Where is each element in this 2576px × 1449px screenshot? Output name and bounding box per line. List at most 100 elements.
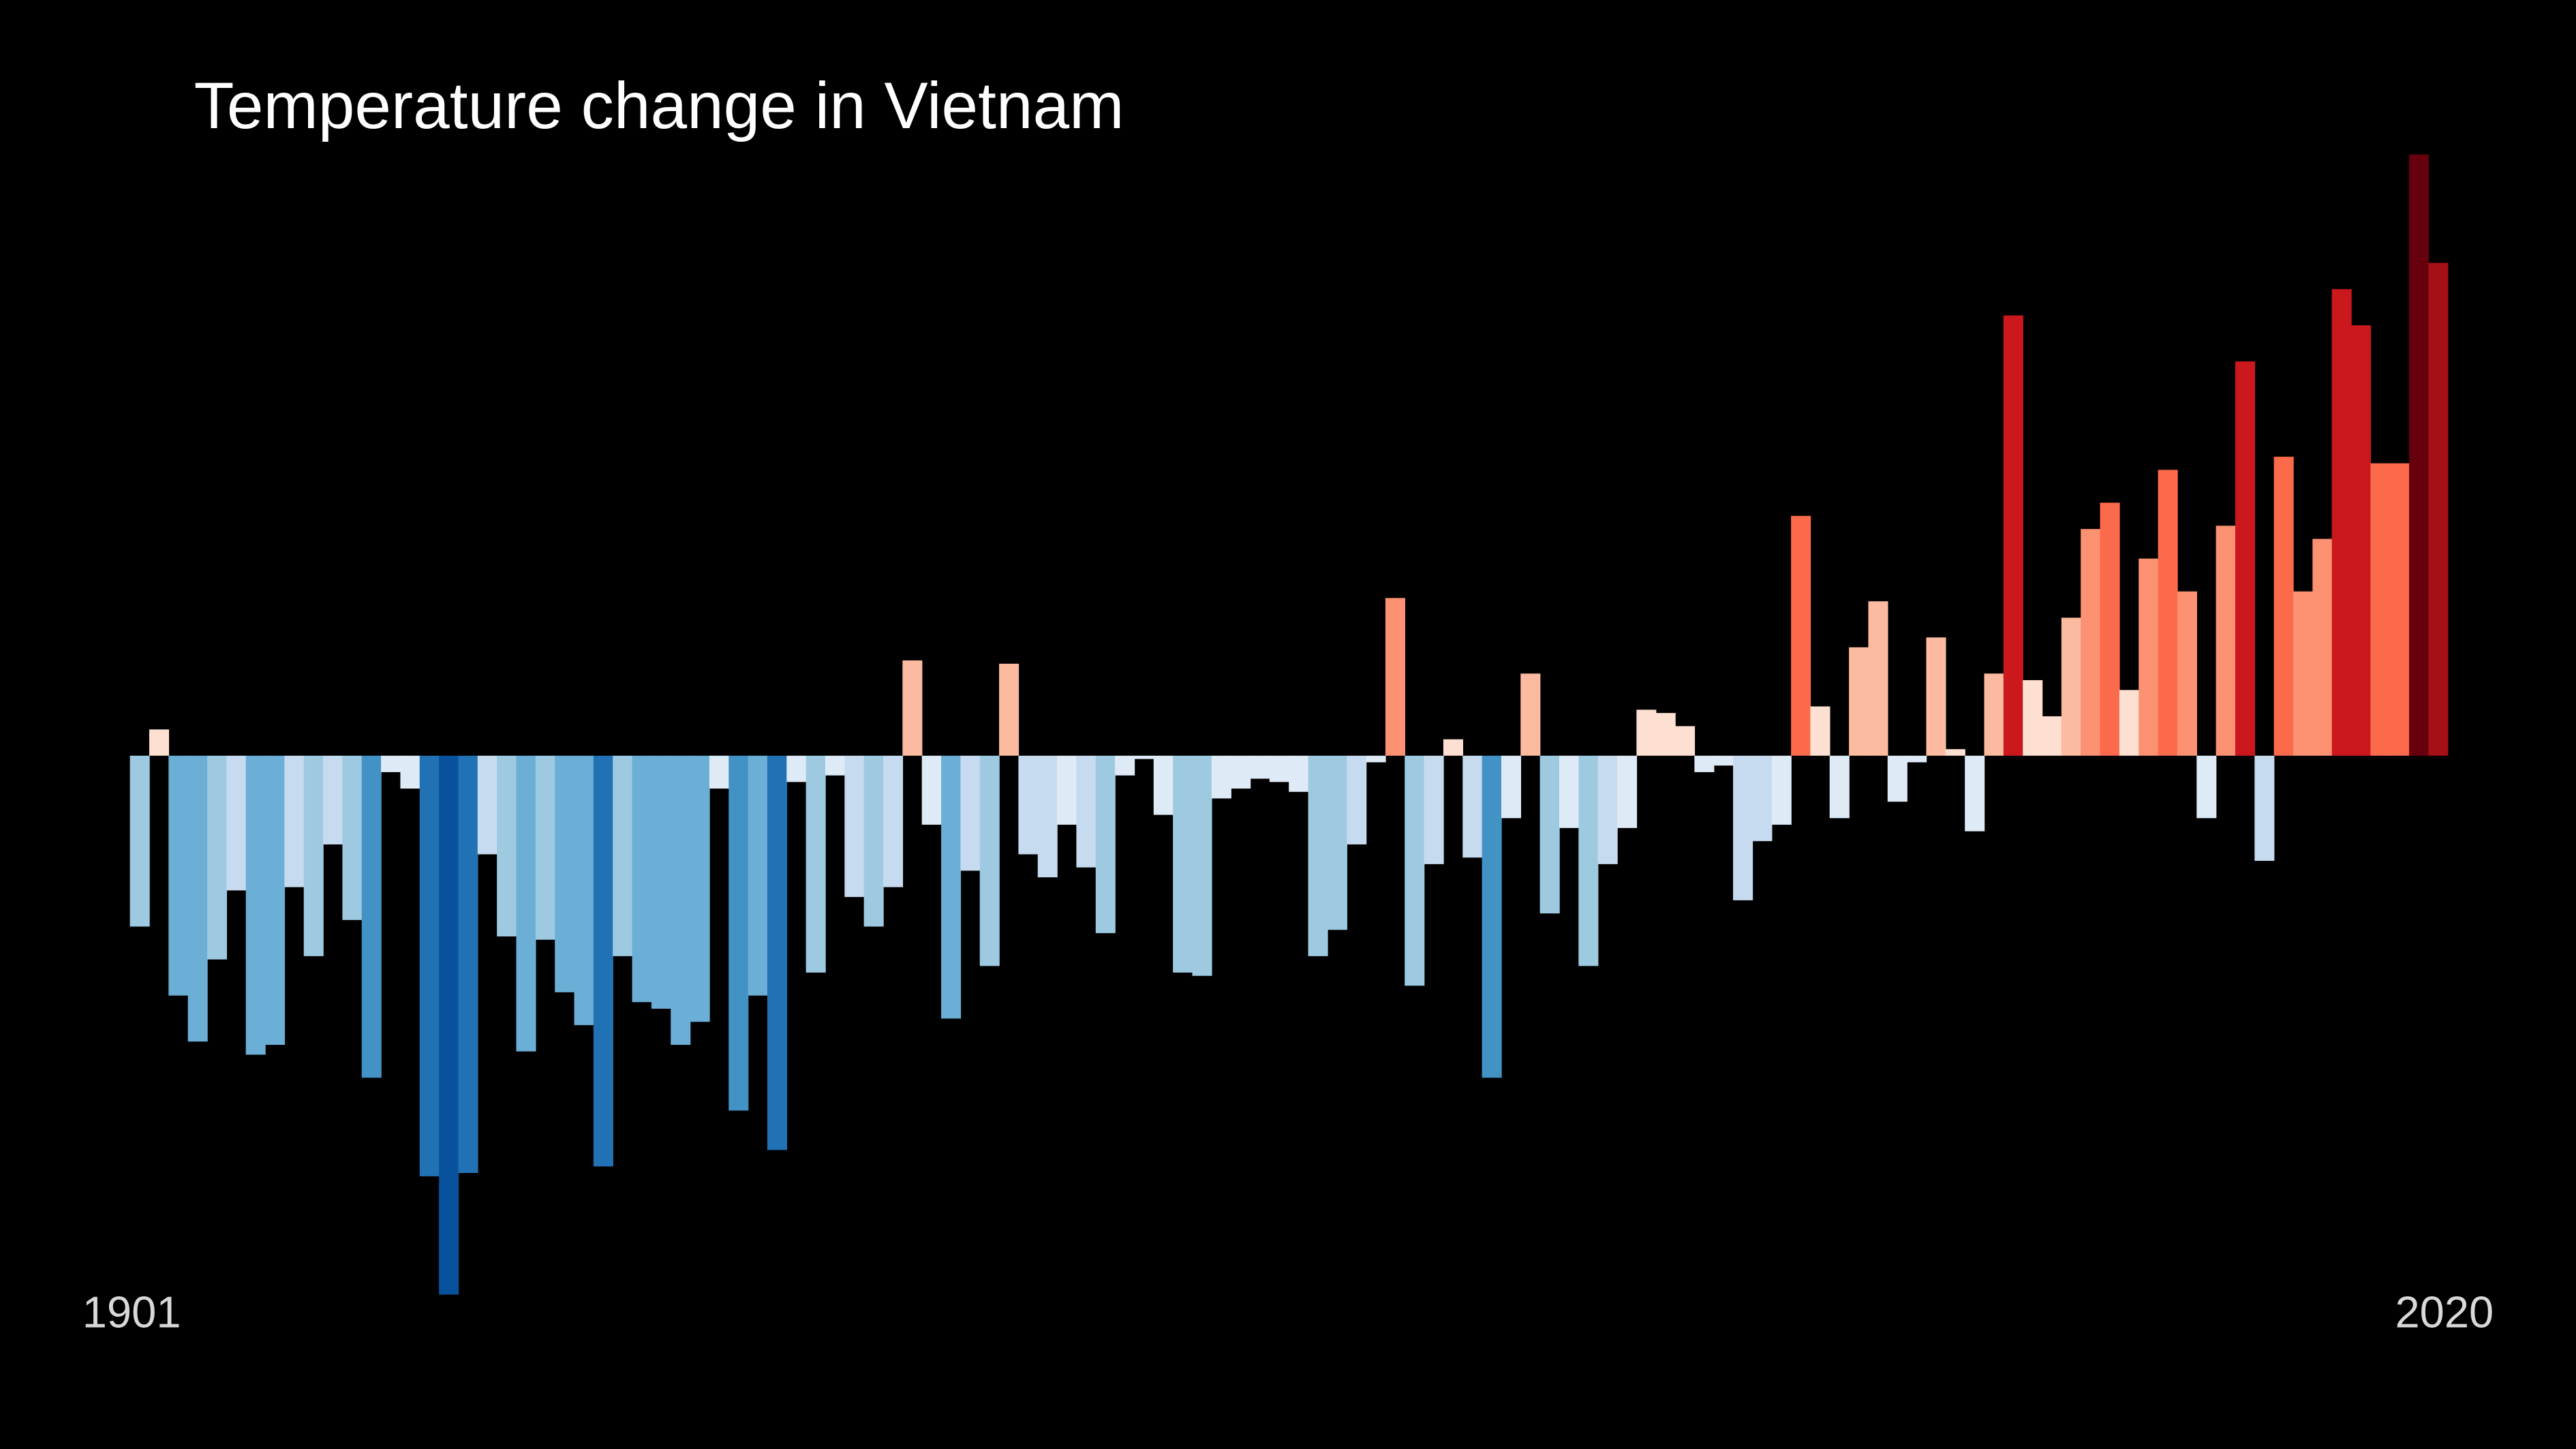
bar	[2177, 591, 2198, 756]
bar	[1462, 755, 1483, 858]
bar	[2254, 755, 2275, 861]
bar	[129, 755, 150, 927]
bar	[2215, 525, 2236, 756]
bar	[1347, 755, 1367, 844]
bar	[979, 755, 1000, 966]
bar	[1289, 755, 1309, 792]
bar	[2081, 529, 2101, 756]
bar	[1405, 755, 1425, 986]
bar	[2389, 463, 2410, 756]
bar	[729, 755, 749, 1111]
bar	[1984, 673, 2004, 756]
bar	[574, 755, 594, 1026]
bar	[477, 755, 497, 855]
bar	[941, 755, 962, 1019]
bar	[1713, 755, 1734, 766]
bar	[1965, 755, 1985, 832]
bar	[1597, 755, 1618, 864]
bar	[1694, 755, 1715, 772]
bar	[1655, 713, 1676, 756]
bar	[265, 755, 286, 1046]
bar	[1578, 755, 1599, 966]
bar	[1520, 673, 1541, 756]
bar	[1308, 755, 1328, 956]
bar	[825, 755, 846, 776]
bar	[2119, 690, 2140, 756]
bar	[671, 755, 691, 1046]
bar	[1173, 755, 1193, 973]
bar	[1482, 755, 1502, 1078]
bar	[555, 755, 575, 992]
bar	[748, 755, 768, 996]
bar	[960, 755, 981, 871]
bar	[883, 755, 904, 887]
bar	[2196, 755, 2217, 819]
bar	[2409, 154, 2429, 756]
bar	[1868, 601, 1888, 756]
bar	[690, 755, 710, 1022]
bar	[1134, 755, 1154, 759]
bar	[1752, 755, 1773, 842]
x-tick-label: 2020	[2395, 1287, 2494, 1337]
bar	[2235, 361, 2256, 756]
bar	[1366, 755, 1386, 763]
bar	[1327, 755, 1347, 930]
bar	[1887, 755, 1907, 802]
bar	[1849, 647, 1869, 756]
bar	[458, 755, 478, 1174]
bar	[651, 755, 671, 1009]
bar	[535, 755, 555, 940]
bar	[2023, 680, 2043, 756]
bar	[1231, 755, 1251, 789]
bar	[1617, 755, 1638, 828]
bar	[1385, 598, 1405, 756]
bar	[2293, 591, 2314, 756]
bar	[1424, 755, 1444, 864]
bar	[207, 755, 228, 960]
bar	[1250, 755, 1270, 779]
bar	[2273, 457, 2294, 756]
bar	[2061, 617, 2081, 756]
bar	[1192, 755, 1212, 976]
bar	[2138, 558, 2159, 756]
bar	[245, 755, 266, 1055]
bar	[632, 755, 652, 1003]
bar	[1115, 755, 1135, 776]
bar	[342, 755, 363, 920]
bar	[786, 755, 807, 782]
bar	[1559, 755, 1580, 828]
bar	[1926, 637, 1946, 756]
bar	[1095, 755, 1116, 934]
bar	[593, 755, 613, 1167]
bar	[2428, 262, 2449, 756]
bar	[844, 755, 865, 898]
bar	[999, 663, 1019, 756]
bar	[1443, 739, 1464, 756]
bar	[168, 755, 189, 996]
bar	[187, 755, 208, 1042]
bar	[323, 755, 343, 844]
bar	[2100, 502, 2120, 756]
bar	[1945, 749, 1965, 756]
bar	[2331, 289, 2352, 756]
bar	[902, 660, 923, 756]
bar	[1057, 755, 1077, 825]
bar	[2370, 463, 2391, 756]
bar	[226, 755, 247, 891]
bar	[1771, 755, 1792, 825]
bar	[613, 755, 633, 956]
bar	[709, 755, 729, 789]
bar	[303, 755, 324, 956]
bar	[1791, 515, 1811, 756]
bar	[284, 755, 305, 887]
bar	[863, 755, 884, 927]
bar	[1733, 755, 1753, 900]
bar	[400, 755, 420, 789]
bar	[1269, 755, 1289, 782]
bar	[1153, 755, 1174, 815]
bar	[1675, 726, 1696, 756]
bar	[2351, 325, 2372, 756]
chart-title: Temperature change in Vietnam	[194, 70, 1124, 142]
